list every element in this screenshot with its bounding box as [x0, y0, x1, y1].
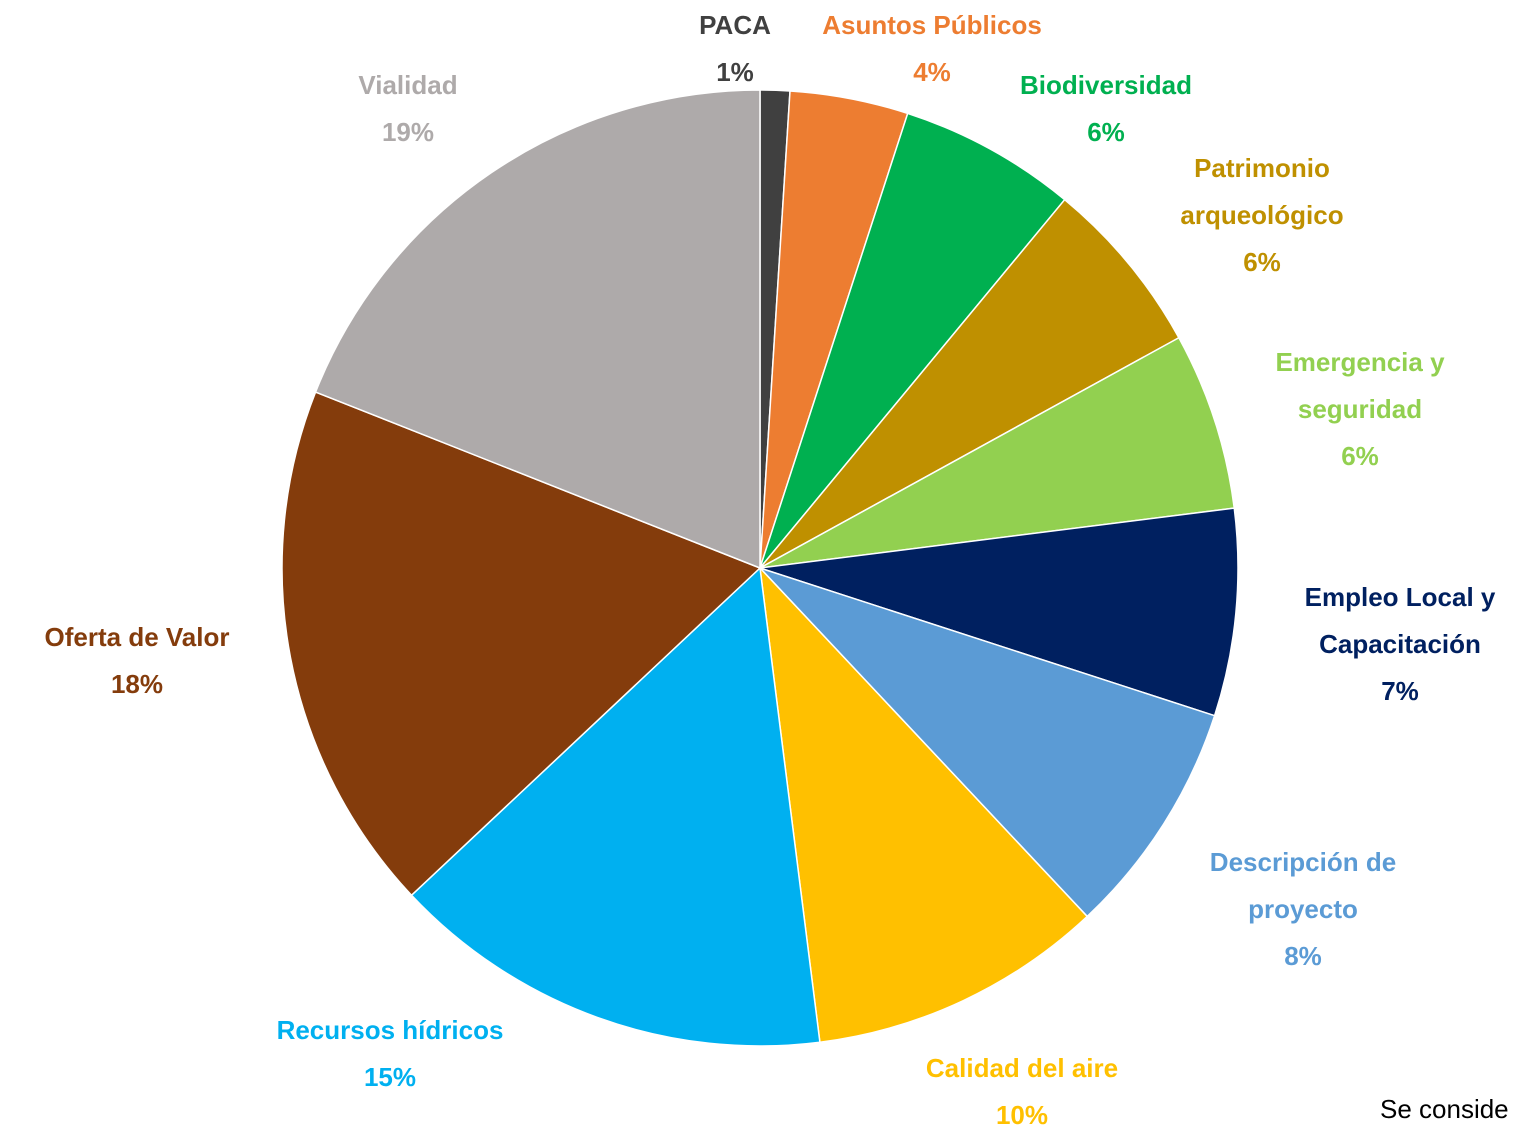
- pie-slice: [759, 198, 1180, 569]
- footnote: Se conside: [1380, 1094, 1509, 1124]
- slice-value: 6%: [1087, 117, 1125, 147]
- slice-value: 15%: [363, 1062, 417, 1092]
- slice-name: Recursos hídricos: [276, 1015, 504, 1045]
- slice-value: 18%: [110, 669, 164, 699]
- pie-slice: [281, 391, 762, 897]
- slice-name: Empleo Local y Capacitación: [1304, 582, 1496, 659]
- slice-name: PACA: [699, 10, 771, 40]
- slice-label: Calidad del aire 10%: [822, 1045, 1222, 1139]
- slice-name: Descripción de proyecto: [1209, 847, 1397, 924]
- slice-value: 6%: [1243, 247, 1281, 277]
- slice-name: Vialidad: [358, 70, 458, 100]
- pie-slice: [314, 89, 761, 570]
- slice-label: Vialidad 19%: [208, 62, 608, 156]
- slice-value: 4%: [913, 57, 951, 87]
- slice-label: Oferta de Valor 18%: [0, 614, 337, 708]
- slice-value: 8%: [1284, 941, 1322, 971]
- slice-label: Recursos hídricos 15%: [190, 1007, 590, 1101]
- slice-name: Biodiversidad: [1020, 70, 1192, 100]
- pie-slice: [759, 507, 1239, 717]
- slice-value: 10%: [995, 1100, 1049, 1130]
- slice-name: Emergencia y seguridad: [1275, 347, 1445, 424]
- slice-label: Biodiversidad 6%: [906, 62, 1306, 156]
- slice-label: Patrimonio arqueológico 6%: [1147, 145, 1377, 286]
- pie-slice: [759, 336, 1236, 569]
- pie-slice: [758, 565, 1089, 1044]
- slice-name: Calidad del aire: [925, 1053, 1119, 1083]
- slice-label: Descripción de proyecto 8%: [1181, 839, 1426, 980]
- slice-label: Empleo Local y Capacitación 7%: [1275, 574, 1525, 715]
- slice-label: Asuntos Públicos 4%: [732, 2, 1132, 96]
- pie-slice: [759, 112, 1066, 569]
- slice-value: 19%: [381, 117, 435, 147]
- slice-value: 6%: [1341, 441, 1379, 471]
- slice-value: 7%: [1381, 676, 1419, 706]
- slice-value: 1%: [716, 57, 754, 87]
- slice-label: Emergencia y seguridad 6%: [1243, 339, 1478, 480]
- pie-slice: [410, 566, 821, 1047]
- slice-name: Oferta de Valor: [44, 622, 230, 652]
- slice-label: PACA 1%: [535, 2, 935, 96]
- pie-slice: [759, 567, 1216, 918]
- slice-name: Asuntos Públicos: [822, 10, 1042, 40]
- slice-name: Patrimonio arqueológico: [1180, 153, 1344, 230]
